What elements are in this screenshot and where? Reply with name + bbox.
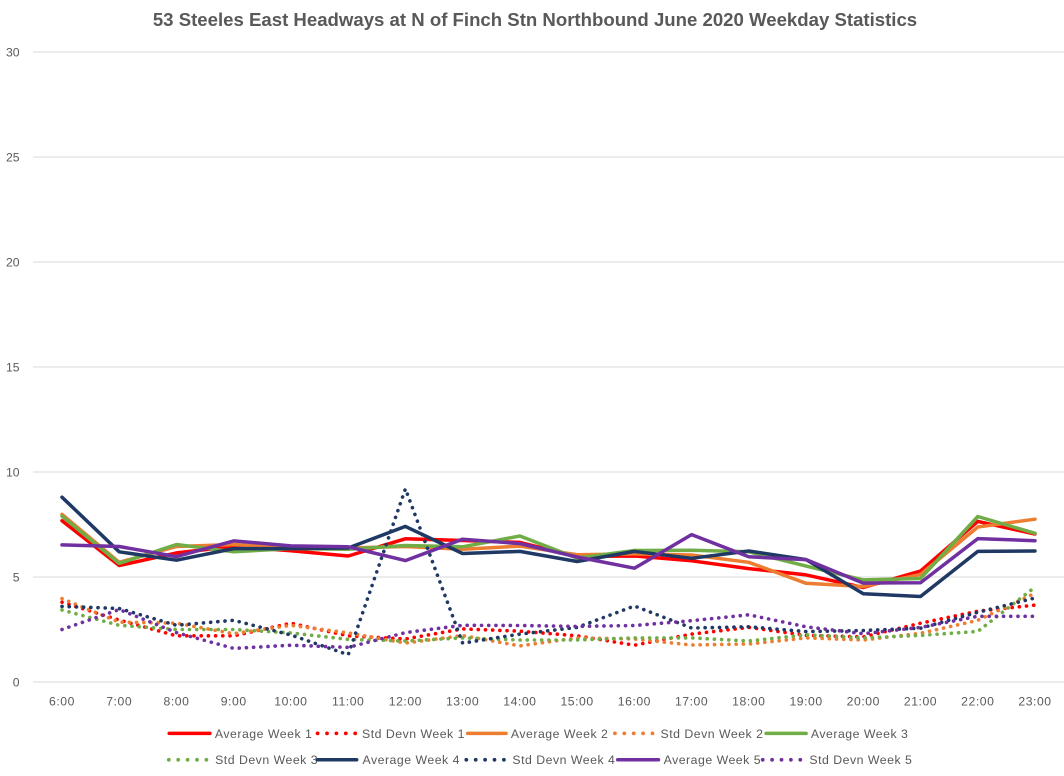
svg-text:Average Week 2: Average Week 2: [511, 727, 608, 741]
svg-text:23:00: 23:00: [1018, 695, 1051, 709]
svg-text:22:00: 22:00: [961, 695, 994, 709]
svg-text:16:00: 16:00: [618, 695, 651, 709]
svg-text:6:00: 6:00: [49, 695, 75, 709]
svg-text:Std Devn Week 5: Std Devn Week 5: [809, 753, 912, 767]
svg-text:12:00: 12:00: [389, 695, 422, 709]
svg-text:20: 20: [6, 256, 20, 270]
svg-text:Std Devn Week 1: Std Devn Week 1: [362, 727, 465, 741]
svg-text:Average Week 1: Average Week 1: [215, 727, 312, 741]
svg-text:0: 0: [13, 676, 20, 690]
svg-text:15:00: 15:00: [560, 695, 593, 709]
svg-text:8:00: 8:00: [164, 695, 190, 709]
svg-text:20:00: 20:00: [847, 695, 880, 709]
svg-text:15: 15: [6, 361, 20, 375]
svg-text:25: 25: [6, 151, 20, 165]
svg-text:11:00: 11:00: [332, 695, 364, 709]
svg-text:Std Devn Week 4: Std Devn Week 4: [512, 753, 615, 767]
svg-text:21:00: 21:00: [904, 695, 937, 709]
svg-text:14:00: 14:00: [503, 695, 536, 709]
svg-text:10: 10: [6, 466, 20, 480]
svg-text:9:00: 9:00: [221, 695, 247, 709]
svg-text:30: 30: [6, 46, 20, 60]
svg-text:5: 5: [13, 571, 20, 585]
svg-text:17:00: 17:00: [675, 695, 708, 709]
svg-text:Average Week 5: Average Week 5: [664, 753, 761, 767]
svg-text:Average Week 4: Average Week 4: [363, 753, 460, 767]
svg-text:Std Devn Week 3: Std Devn Week 3: [215, 753, 318, 767]
svg-text:7:00: 7:00: [106, 695, 132, 709]
svg-text:53 Steeles East Headways at N: 53 Steeles East Headways at N of Finch S…: [153, 9, 917, 30]
svg-text:Std Devn Week 2: Std Devn Week 2: [661, 727, 764, 741]
svg-text:13:00: 13:00: [446, 695, 479, 709]
svg-text:10:00: 10:00: [274, 695, 307, 709]
svg-text:19:00: 19:00: [789, 695, 822, 709]
svg-text:Average Week 3: Average Week 3: [811, 727, 908, 741]
svg-text:18:00: 18:00: [732, 695, 765, 709]
